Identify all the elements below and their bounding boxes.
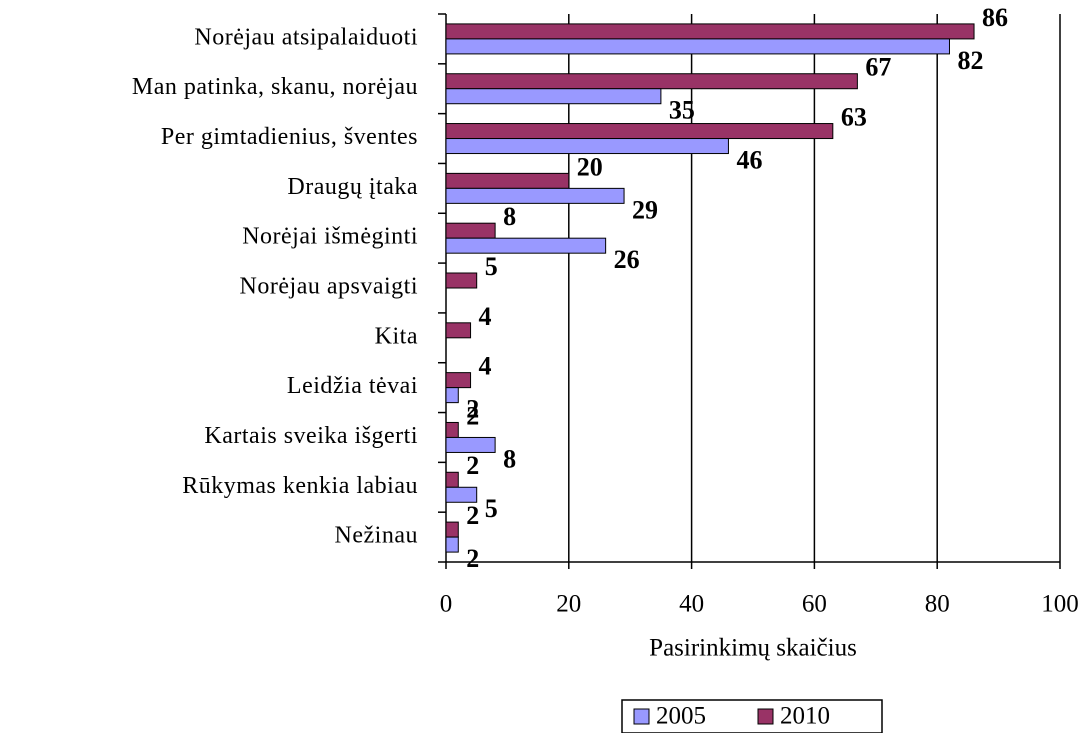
bar bbox=[445, 73, 858, 90]
bar bbox=[445, 222, 496, 239]
bar bbox=[445, 436, 496, 453]
x-tick-label: 60 bbox=[802, 591, 827, 618]
x-tick-label: 100 bbox=[1041, 591, 1079, 618]
value-label: 26 bbox=[614, 245, 640, 274]
value-label: 4 bbox=[479, 302, 492, 331]
bar bbox=[445, 372, 472, 389]
bar bbox=[445, 521, 459, 538]
bar bbox=[445, 123, 834, 140]
category-label: Kita bbox=[375, 323, 418, 349]
value-label: 29 bbox=[632, 195, 658, 224]
bar bbox=[445, 272, 478, 289]
value-label: 63 bbox=[841, 103, 867, 132]
bar bbox=[445, 187, 625, 204]
legend-label: 2005 bbox=[656, 703, 706, 730]
value-label: 8 bbox=[503, 202, 516, 231]
bar bbox=[445, 387, 459, 404]
category-label: Draugų įtaka bbox=[287, 174, 418, 200]
bar bbox=[445, 421, 459, 438]
x-tick-label: 0 bbox=[440, 591, 453, 618]
legend-swatch bbox=[633, 708, 650, 725]
value-label: 2 bbox=[466, 395, 479, 424]
bar bbox=[445, 237, 607, 254]
category-label: Kartais sveika išgerti bbox=[204, 423, 418, 449]
category-label: Leidžia tėvai bbox=[287, 373, 418, 399]
bar bbox=[445, 322, 472, 339]
value-label: 82 bbox=[957, 46, 983, 75]
bar bbox=[445, 486, 478, 503]
value-label: 5 bbox=[485, 252, 498, 281]
x-axis-label: Pasirinkimų skaičius bbox=[649, 635, 857, 662]
value-label: 2 bbox=[466, 501, 479, 530]
bar bbox=[445, 138, 729, 155]
value-label: 46 bbox=[736, 146, 762, 175]
value-label: 8 bbox=[503, 444, 516, 473]
bar bbox=[445, 471, 459, 488]
legend-box bbox=[621, 699, 883, 733]
bar bbox=[445, 88, 662, 105]
value-label: 2 bbox=[466, 544, 479, 573]
category-label: Norėjau apsvaigti bbox=[240, 274, 418, 300]
legend-label: 2010 bbox=[780, 703, 830, 730]
value-label: 35 bbox=[669, 96, 695, 125]
value-label: 67 bbox=[865, 53, 891, 82]
bar bbox=[445, 536, 459, 553]
x-tick-label: 20 bbox=[556, 591, 581, 618]
value-label: 2 bbox=[466, 451, 479, 480]
category-label: Nežinau bbox=[335, 523, 418, 549]
category-label: Norėjau atsipalaiduoti bbox=[194, 24, 418, 50]
value-label: 20 bbox=[577, 152, 603, 181]
category-label: Norėjai išmėginti bbox=[242, 224, 418, 250]
bar bbox=[445, 23, 975, 40]
value-label: 5 bbox=[485, 494, 498, 523]
value-label: 4 bbox=[479, 352, 492, 381]
legend-swatch bbox=[757, 708, 774, 725]
bar bbox=[445, 172, 570, 189]
x-tick-label: 40 bbox=[679, 591, 704, 618]
category-label: Man patinka, skanu, norėjau bbox=[132, 74, 418, 100]
value-label: 86 bbox=[982, 3, 1008, 32]
bar bbox=[445, 38, 950, 55]
value-label: 2 bbox=[466, 401, 479, 430]
category-label: Rūkymas kenkia labiau bbox=[182, 473, 418, 499]
category-label: Per gimtadienius, šventes bbox=[161, 124, 418, 150]
x-tick-label: 80 bbox=[925, 591, 950, 618]
